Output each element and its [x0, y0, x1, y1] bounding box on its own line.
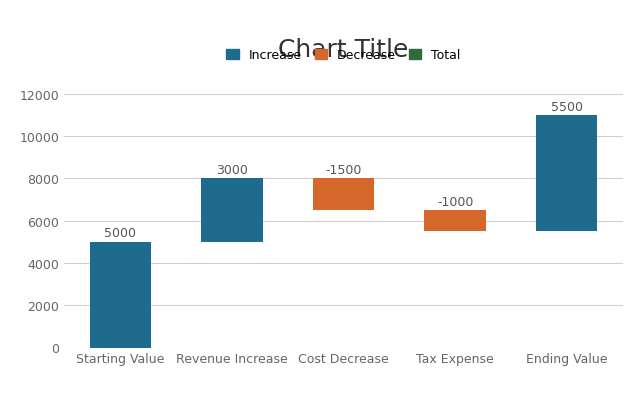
- Bar: [536, 116, 597, 232]
- Bar: [90, 242, 151, 348]
- Title: Chart Title: Chart Title: [278, 38, 409, 62]
- Bar: [424, 211, 486, 232]
- Bar: [201, 179, 263, 242]
- Text: -1000: -1000: [437, 195, 473, 208]
- Bar: [313, 179, 374, 211]
- Legend: Increase, Decrease, Total: Increase, Decrease, Total: [221, 44, 465, 67]
- Text: -1500: -1500: [325, 164, 361, 177]
- Text: 5000: 5000: [104, 227, 136, 240]
- Text: 3000: 3000: [216, 164, 248, 177]
- Text: 5500: 5500: [551, 100, 583, 113]
